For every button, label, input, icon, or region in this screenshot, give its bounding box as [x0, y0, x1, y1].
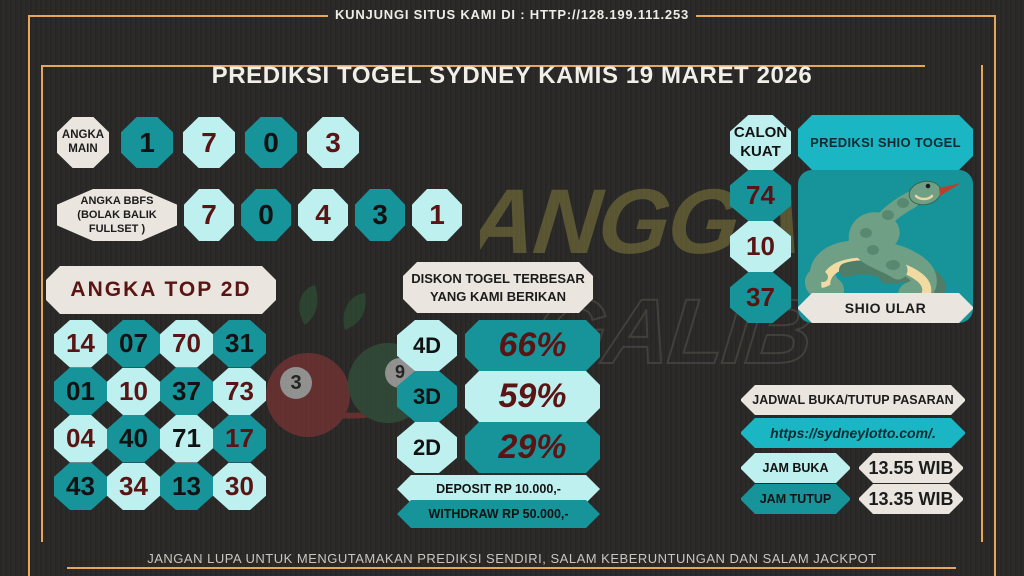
svg-text:3: 3 — [290, 372, 301, 394]
svg-text:9: 9 — [395, 362, 405, 382]
